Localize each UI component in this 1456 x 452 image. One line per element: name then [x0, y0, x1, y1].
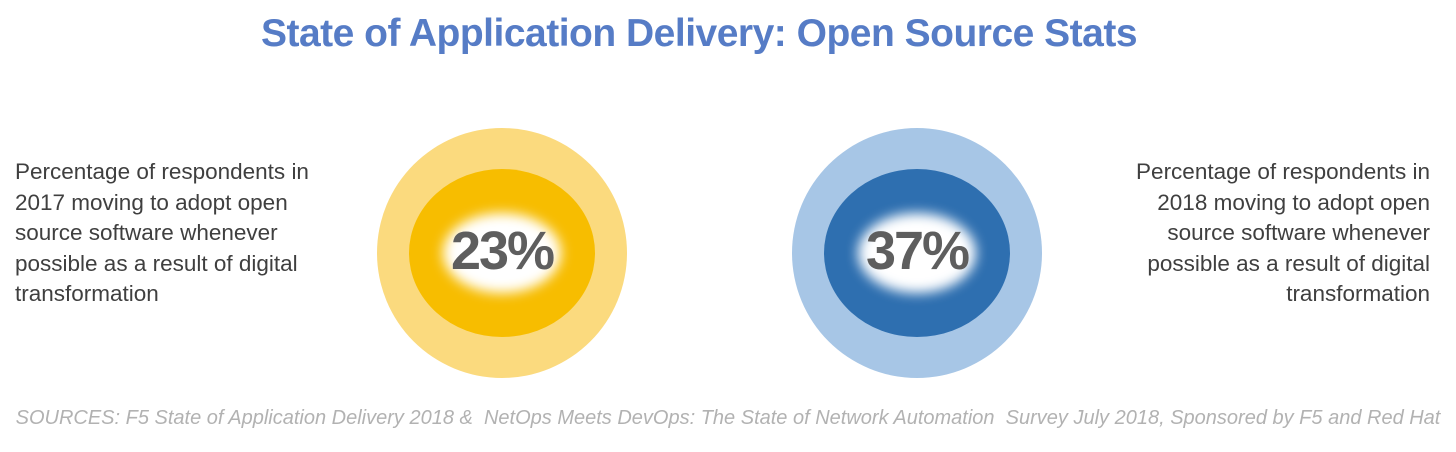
- donut-2018-hole: [858, 213, 976, 293]
- stat-2018-percent-label: 37%: [865, 221, 970, 282]
- page-title: State of Application Delivery: Open Sour…: [260, 12, 1138, 55]
- donut-2017-hole: [443, 213, 561, 293]
- stat-2017-percent-label: 23%: [450, 221, 555, 282]
- stat-2017-description: Percentage of respondents in 2017 moving…: [15, 159, 309, 306]
- sources-footer: SOURCES: F5 State of Application Deliver…: [15, 407, 1441, 429]
- donut-chart-2017: 23%: [377, 128, 627, 378]
- donut-chart-2018: 37%: [792, 128, 1042, 378]
- stat-2018-description: Percentage of respondents in 2018 moving…: [1136, 159, 1430, 306]
